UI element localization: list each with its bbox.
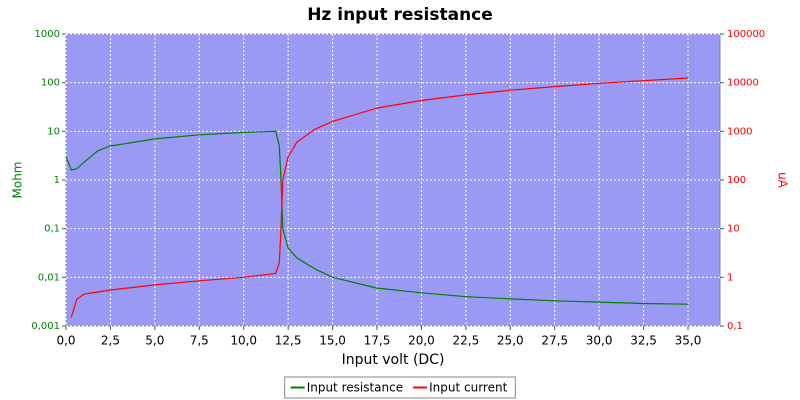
legend-label: Input current	[429, 381, 507, 395]
x-tick-label: 32,5	[630, 334, 657, 348]
y-tick-label: 100	[41, 78, 60, 89]
legend-box	[284, 376, 516, 399]
y2-tick-label: 0,1	[727, 321, 743, 332]
x-tick-label: 10,0	[230, 334, 257, 348]
data-line	[65, 130, 689, 305]
y-tick-label: 0,001	[31, 321, 60, 332]
x-tick-label: 22,5	[453, 334, 480, 348]
chart-title: Hz input resistance	[307, 5, 493, 25]
x-tick-label: 20,0	[408, 334, 435, 348]
x-tick-label: 0,0	[56, 334, 75, 348]
y2-tick-label: 1000	[727, 126, 752, 137]
x-tick-label: 7,5	[190, 334, 209, 348]
x-tick-label: 35,0	[675, 334, 702, 348]
y2-axis-label: uA	[776, 172, 790, 189]
x-tick-label: 17,5	[364, 334, 391, 348]
y2-tick-label: 10	[727, 224, 740, 235]
plot-area	[65, 33, 721, 327]
x-tick-label: 12,5	[275, 334, 302, 348]
y2-tick-label: 1	[727, 272, 733, 283]
y-tick-label: 1000	[35, 29, 60, 40]
x-tick-label: 5,0	[145, 334, 164, 348]
x-tick-label: 30,0	[586, 334, 613, 348]
y-tick-label: 0,01	[38, 272, 60, 283]
legend: Input resistance Input current	[284, 376, 516, 399]
x-tick-label: 15,0	[319, 334, 346, 348]
legend-label: Input resistance	[307, 381, 403, 395]
y-axis-label: Mohm	[11, 162, 25, 199]
x-tick-label: 27,5	[541, 334, 568, 348]
y-tick-label: 0,1	[44, 224, 60, 235]
data-line	[70, 77, 689, 318]
y2-tick-label: 10000	[727, 78, 759, 89]
y2-tick-label: 100	[727, 175, 746, 186]
y-tick-label: 10	[47, 126, 60, 137]
x-axis-label: Input volt (DC)	[342, 352, 445, 368]
y2-tick-label: 100000	[727, 29, 765, 40]
x-tick-label: 25,0	[497, 334, 524, 348]
x-tick-label: 2,5	[101, 334, 120, 348]
y-tick-label: 1	[54, 175, 60, 186]
